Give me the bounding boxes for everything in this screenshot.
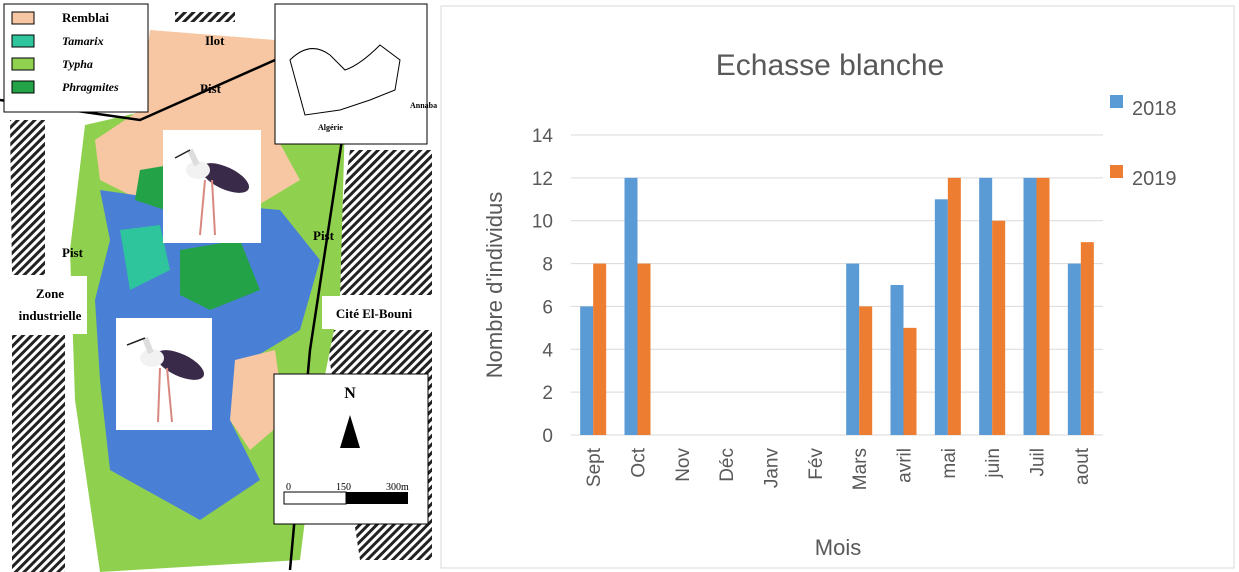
legend-swatch <box>1110 95 1123 108</box>
y-tick-label: 6 <box>542 297 553 318</box>
legend-label: Typha <box>62 57 93 71</box>
label-box <box>322 296 427 329</box>
y-tick-label: 4 <box>542 340 553 361</box>
legend-label: 2018 <box>1132 98 1177 120</box>
label-box <box>12 276 87 334</box>
x-tick-label: Fév <box>806 448 827 480</box>
y-tick-label: 2 <box>542 383 553 404</box>
tamarix-area <box>120 225 170 290</box>
bird-image <box>163 130 261 243</box>
chart-title: Echasse blanche <box>716 49 945 82</box>
bar <box>859 306 873 435</box>
bar <box>593 263 607 435</box>
bar <box>637 263 651 435</box>
bar <box>846 263 860 435</box>
x-tick-label: Déc <box>717 448 738 482</box>
bar <box>890 285 904 435</box>
bar <box>580 306 594 435</box>
x-tick-label: mai <box>939 448 960 479</box>
map-label: Ilot <box>205 33 225 48</box>
x-tick-label: aout <box>1072 447 1093 485</box>
scale-label: 150 <box>336 482 351 493</box>
scale-bar <box>346 492 408 504</box>
x-tick-label: Nov <box>673 448 694 482</box>
bar <box>624 177 638 435</box>
bar <box>947 177 961 435</box>
y-tick-label: 8 <box>542 255 553 276</box>
north-arrow <box>340 415 360 448</box>
bar <box>1023 177 1037 435</box>
north-label: N <box>344 385 356 402</box>
map-label: Pist <box>62 245 84 260</box>
map-label: Cité El-Bouni <box>336 306 413 321</box>
bar <box>979 177 993 435</box>
map-label: Zone <box>36 286 64 301</box>
x-tick-label: Oct <box>629 447 650 477</box>
map: Annaba Algérie Ilot Pist Pist Pist Zone … <box>0 0 437 572</box>
bar <box>1080 242 1094 435</box>
bar <box>934 199 948 435</box>
x-tick-label: Janv <box>762 448 783 489</box>
scale-bar <box>283 491 347 505</box>
legend-label: Remblai <box>62 10 109 25</box>
map-label: Pist <box>313 228 335 243</box>
remblai-area <box>230 350 285 450</box>
chart-area <box>440 5 1235 569</box>
hatched-zone <box>10 120 65 572</box>
legend-swatch <box>11 11 35 25</box>
x-tick-label: Sept <box>584 447 605 487</box>
legend-swatch <box>1110 165 1123 178</box>
map-label: Pist <box>200 81 222 96</box>
inset-label: Algérie <box>318 123 343 132</box>
bar <box>903 327 917 435</box>
y-axis-label: Nombre d'individus <box>482 192 507 378</box>
legend-label: 2019 <box>1132 168 1177 190</box>
legend-label: Phragmites <box>62 80 119 94</box>
map-label: industrielle <box>19 308 82 323</box>
x-tick-label: avril <box>895 448 916 483</box>
scale-label: 300m <box>386 482 409 493</box>
y-tick-label: 10 <box>532 212 553 233</box>
scale-label: 0 <box>286 482 291 493</box>
hatched-zone <box>175 12 235 22</box>
legend-swatch <box>11 57 35 71</box>
bar <box>1067 263 1081 435</box>
y-tick-label: 12 <box>532 169 553 190</box>
bar <box>992 220 1006 435</box>
plot: 0 2 4 6 8 10 12 14 Sept Oct Nov Déc Janv Fév Mars avril… <box>532 95 1177 490</box>
bar <box>1036 177 1050 435</box>
x-tick-label: Juil <box>1028 448 1049 477</box>
legend-label: Tamarix <box>62 34 104 48</box>
inset-label: Annaba <box>410 101 437 110</box>
y-tick-label: 14 <box>532 126 554 147</box>
inset-map <box>274 3 428 145</box>
legend-swatch <box>11 80 35 94</box>
x-tick-label: juin <box>983 448 1004 479</box>
inset-coast <box>289 44 401 116</box>
y-tick-label: 0 <box>542 426 553 447</box>
x-tick-label: Mars <box>850 448 871 490</box>
x-axis-label: Mois <box>815 535 861 560</box>
legend-swatch <box>11 34 35 48</box>
phragmites-area <box>135 165 260 310</box>
bird-image <box>116 318 212 430</box>
